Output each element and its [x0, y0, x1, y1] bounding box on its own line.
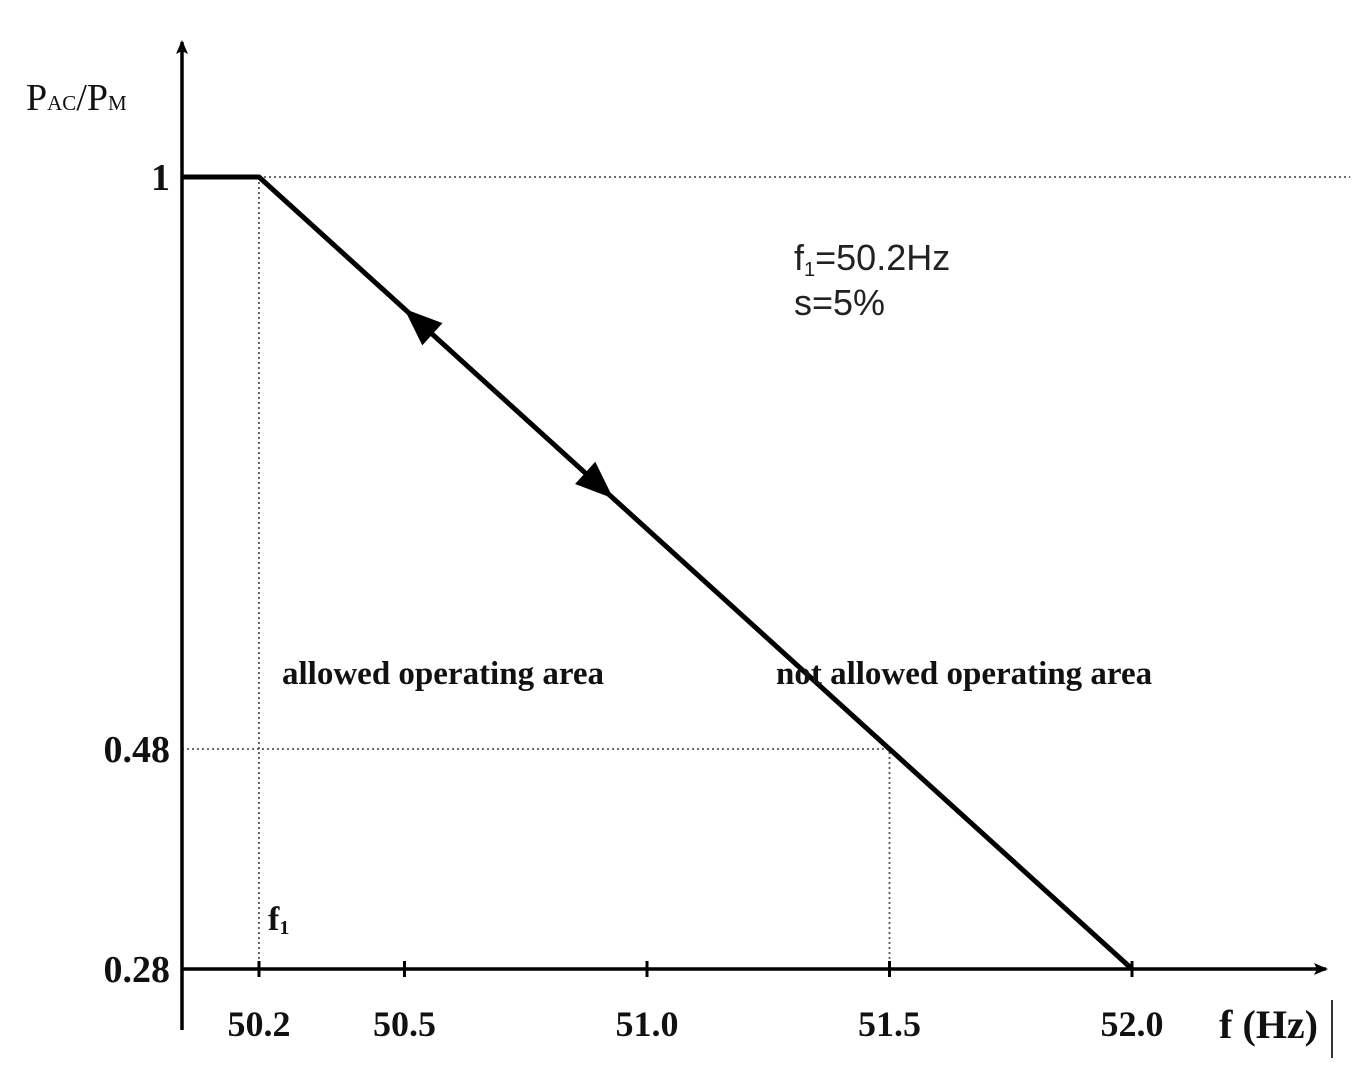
y-label-sub1: AC: [47, 91, 76, 115]
f1-main: f: [268, 901, 280, 938]
y-label-p2: P: [87, 77, 108, 119]
param-f-sub: 1: [804, 259, 815, 281]
droop-curve-line: [182, 174, 1134, 971]
y-label-p1: P: [26, 77, 47, 119]
x-tick-label: 50.2: [228, 1004, 291, 1044]
f1-marker-label: f1: [268, 901, 289, 939]
y-tick-label: 0.48: [104, 729, 171, 771]
allowed-area-label: allowed operating area: [282, 656, 604, 692]
x-ticks: 50.2 50.5 51.0 51.5 52.0: [228, 961, 1164, 1044]
param-f: f: [794, 237, 805, 278]
parameter-s: s=5%: [794, 282, 885, 323]
x-tick-label: 51.5: [858, 1004, 921, 1044]
y-label-sub2: M: [108, 91, 127, 115]
f1-sub: 1: [279, 917, 289, 939]
direction-arrow-down: [575, 461, 614, 499]
y-tick-label: 0.28: [104, 949, 171, 991]
parameter-f1: f1=50.2Hz: [794, 237, 950, 281]
x-axis-label: f (Hz): [1219, 1002, 1318, 1047]
x-tick-label: 50.5: [373, 1004, 436, 1044]
reference-lines: [182, 176, 1351, 969]
y-label-slash: /: [76, 77, 87, 119]
direction-arrow-up: [404, 308, 443, 346]
x-tick-label: 51.0: [616, 1004, 679, 1044]
series-group: [181, 174, 1134, 971]
y-tick-label: 1: [151, 157, 170, 199]
direction-arrows: [404, 308, 614, 499]
y-ticks: 0.28 0.48 1: [104, 157, 171, 991]
not-allowed-area-label: not allowed operating area: [776, 656, 1152, 692]
x-tick-label: 52.0: [1101, 1004, 1164, 1044]
param-f-value: =50.2Hz: [815, 237, 950, 278]
y-axis-label: PAC/PM: [26, 77, 127, 119]
